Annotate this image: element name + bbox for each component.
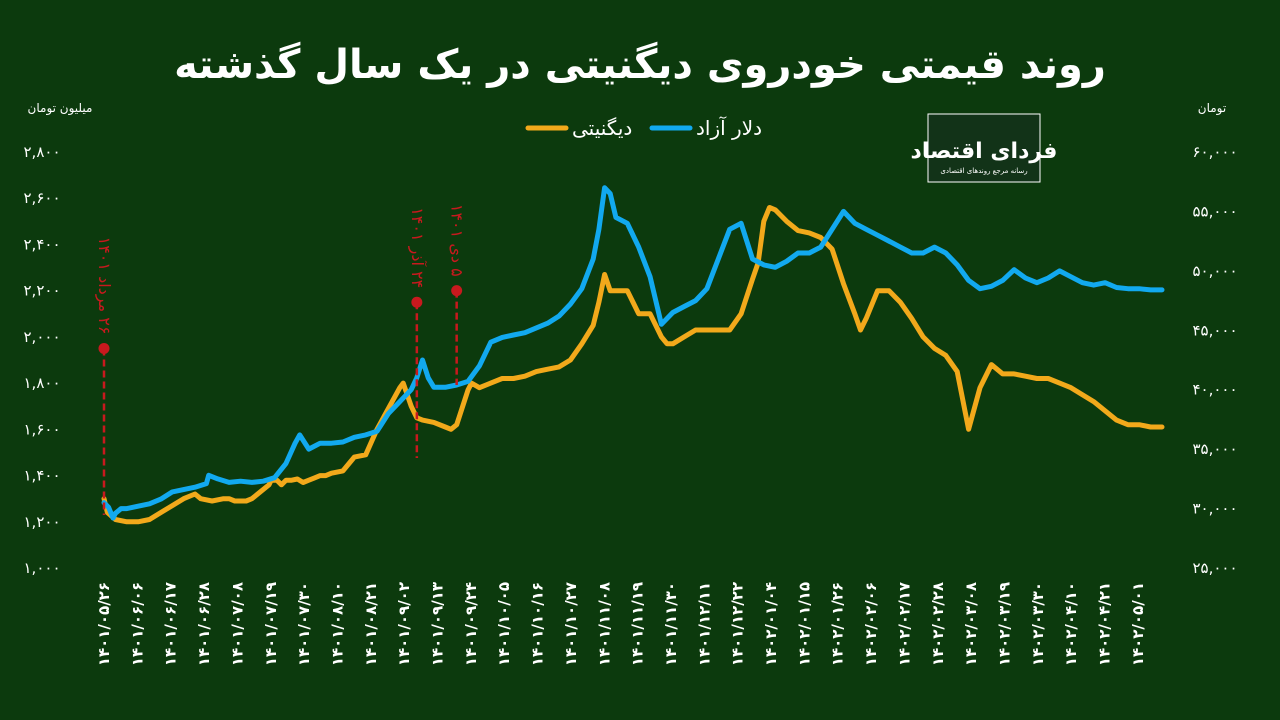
- annotation-marker: [411, 296, 423, 308]
- left-tick-label: ۱,۸۰۰: [24, 374, 61, 392]
- x-tick-label: ۱۴۰۱/۱۲/۲۲: [729, 582, 747, 666]
- right-axis-unit: تومان: [1198, 101, 1226, 116]
- legend: دیگنیتی دلار آزاد: [525, 115, 762, 140]
- right-tick-label: ۴۵,۰۰۰: [1192, 321, 1237, 339]
- left-tick-label: ۱,۲۰۰: [24, 513, 61, 531]
- legend-label-dignity: دیگنیتی: [572, 116, 632, 140]
- left-tick-label: ۲,۲۰۰: [24, 282, 61, 300]
- x-tick-label: ۱۴۰۱/۰۹/۱۳: [429, 582, 447, 666]
- logo-box: [927, 113, 1041, 183]
- annotation-marker: [451, 285, 463, 297]
- left-axis-ticks: ۱,۰۰۰ ۱,۲۰۰ ۱,۴۰۰ ۱,۶۰۰ ۱,۸۰۰ ۲,۰۰۰ ۲,۲۰۰ ۲,۴۰۰…: [24, 143, 61, 577]
- legend-label-dollar: دلار آزاد: [696, 115, 762, 140]
- left-tick-label: ۱,۰۰۰: [24, 559, 61, 577]
- x-tick-label: ۱۴۰۲/۰۱/۲۶: [829, 582, 847, 666]
- right-tick-label: ۵۵,۰۰۰: [1192, 202, 1237, 220]
- logo-main-text: فردای اقتصاد: [911, 139, 1058, 164]
- right-tick-label: ۵۰,۰۰۰: [1192, 262, 1237, 280]
- x-tick-label: ۱۴۰۱/۰۶/۱۷: [162, 582, 180, 666]
- annotation-marker: [98, 342, 110, 354]
- x-tick-label: ۱۴۰۱/۱۰/۲۷: [562, 582, 580, 666]
- x-tick-label: ۱۴۰۱/۰۵/۲۶: [95, 582, 113, 666]
- left-tick-label: ۲,۸۰۰: [24, 143, 61, 161]
- left-tick-label: ۲,۰۰۰: [24, 328, 61, 346]
- x-tick-label: ۱۴۰۲/۰۲/۰۶: [862, 582, 880, 666]
- x-tick-label: ۱۴۰۱/۱۱/۳۰: [662, 582, 680, 666]
- x-tick-label: ۱۴۰۱/۱۲/۱۱: [695, 582, 713, 666]
- left-tick-label: ۲,۴۰۰: [24, 235, 61, 253]
- right-tick-label: ۴۰,۰۰۰: [1192, 381, 1237, 399]
- right-tick-label: ۲۵,۰۰۰: [1192, 559, 1237, 577]
- x-tick-label: ۱۴۰۲/۰۲/۱۷: [895, 582, 913, 666]
- left-axis-unit: میلیون تومان: [28, 101, 93, 116]
- x-tick-label: ۱۴۰۱/۱۰/۰۵: [495, 582, 513, 666]
- annotation-label: ۲۶ مرداد ۱۴۰۱: [94, 237, 114, 335]
- annotation-label: ۲۴ آذر ۱۴۰۱: [407, 207, 427, 288]
- x-tick-label: ۱۴۰۱/۰۹/۲۴: [462, 582, 480, 666]
- annotation-label: ۵ دی ۱۴۰۱: [448, 204, 467, 277]
- x-tick-label: ۱۴۰۲/۰۱/۱۵: [795, 582, 813, 666]
- x-tick-label: ۱۴۰۲/۰۳/۰۸: [962, 582, 980, 666]
- x-tick-label: ۱۴۰۱/۰۸/۱۰: [328, 582, 346, 666]
- left-tick-label: ۱,۶۰۰: [24, 420, 61, 438]
- annotations-layer: ۲۶ مرداد ۱۴۰۱ ۲۴ آذر ۱۴۰۱ ۵ دی ۱۴۰۱: [94, 204, 467, 515]
- x-tick-label: ۱۴۰۲/۰۲/۲۸: [929, 582, 947, 666]
- left-tick-label: ۱,۴۰۰: [24, 467, 61, 485]
- x-axis-ticks: ۱۴۰۱/۰۵/۲۶ ۱۴۰۱/۰۶/۰۶ ۱۴۰۱/۰۶/۱۷ ۱۴۰۱/۰۶/۲۸…: [95, 582, 1147, 666]
- right-tick-label: ۳۵,۰۰۰: [1192, 440, 1237, 458]
- x-tick-label: ۱۴۰۱/۰۸/۲۱: [362, 582, 380, 666]
- x-tick-label: ۱۴۰۲/۰۳/۳۰: [1029, 582, 1047, 666]
- logo-sub-text: رسانه مرجع روندهای اقتصادی: [940, 167, 1027, 175]
- right-tick-label: ۳۰,۰۰۰: [1192, 500, 1237, 518]
- x-tick-label: ۱۴۰۱/۰۷/۱۹: [262, 582, 280, 666]
- left-tick-label: ۲,۶۰۰: [24, 189, 61, 207]
- series-layer: [101, 185, 1165, 525]
- x-tick-label: ۱۴۰۲/۰۳/۱۹: [995, 582, 1013, 666]
- x-tick-label: ۱۴۰۱/۱۱/۰۸: [595, 582, 613, 666]
- chart-title: روند قیمتی خودروی دیگنیتی در یک سال گذشت…: [174, 41, 1106, 88]
- x-tick-label: ۱۴۰۱/۱۰/۱۶: [529, 582, 547, 666]
- x-tick-label: ۱۴۰۲/۰۴/۱۰: [1062, 582, 1080, 666]
- x-tick-label: ۱۴۰۱/۰۷/۳۰: [295, 582, 313, 666]
- x-tick-label: ۱۴۰۲/۰۱/۰۴: [762, 582, 780, 666]
- x-tick-label: ۱۴۰۲/۰۴/۲۱: [1096, 582, 1114, 666]
- x-tick-label: ۱۴۰۱/۰۷/۰۸: [228, 582, 246, 666]
- series-line-dollar: [101, 185, 1165, 521]
- x-tick-label: ۱۴۰۱/۰۹/۰۲: [395, 582, 413, 666]
- x-tick-label: ۱۴۰۱/۰۶/۰۶: [128, 582, 146, 666]
- brand-logo: فردای اقتصاد رسانه مرجع روندهای اقتصادی: [911, 113, 1058, 183]
- x-tick-label: ۱۴۰۲/۰۵/۰۱: [1129, 582, 1147, 666]
- right-tick-label: ۶۰,۰۰۰: [1192, 143, 1237, 161]
- x-tick-label: ۱۴۰۱/۱۱/۱۹: [629, 582, 647, 666]
- right-axis-ticks: ۲۵,۰۰۰ ۳۰,۰۰۰ ۳۵,۰۰۰ ۴۰,۰۰۰ ۴۵,۰۰۰ ۵۰,۰۰۰ ۵۵,۰…: [1192, 143, 1237, 577]
- x-tick-label: ۱۴۰۱/۰۶/۲۸: [195, 582, 213, 666]
